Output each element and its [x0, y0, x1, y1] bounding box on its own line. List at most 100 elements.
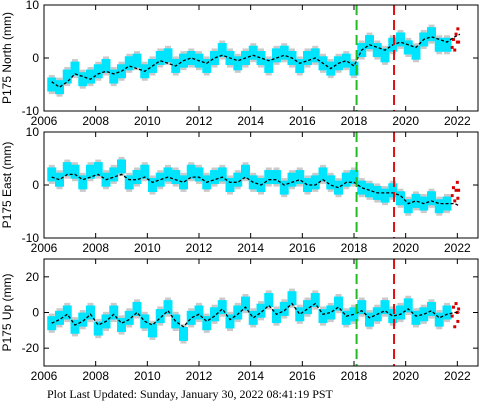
observed-point: [132, 170, 142, 185]
recent-point: [450, 45, 454, 49]
observed-point: [372, 43, 382, 58]
observed-point: [442, 305, 452, 320]
observed-point: [396, 305, 405, 320]
observed-point: [55, 172, 64, 187]
observed-point: [310, 175, 320, 190]
x-tick-label: 2008: [82, 241, 109, 255]
x-tick-label: 2010: [134, 369, 161, 383]
observed-point: [287, 291, 297, 306]
observed-point: [272, 48, 281, 63]
observed-point: [279, 45, 289, 60]
observed-point: [171, 314, 181, 329]
x-tick-label: 2012: [186, 369, 213, 383]
panel-up: 2006 2008 2010 2012 2014 2016 2018 2020 2022 -20 0…: [0, 258, 479, 383]
recent-point: [453, 325, 457, 329]
x-tick-label: 2020: [392, 241, 419, 255]
observed-point: [396, 32, 405, 47]
recent-point: [450, 314, 454, 318]
recent-point: [456, 319, 460, 323]
observed-point: [78, 312, 88, 327]
observed-point: [163, 167, 173, 182]
observed-point: [93, 321, 103, 336]
observed-point: [403, 199, 413, 214]
recent-point: [450, 194, 454, 198]
y-axis-label: P175 North (mm): [0, 12, 14, 104]
observed-point: [303, 300, 312, 315]
observed-point: [318, 167, 328, 182]
observed-point: [272, 170, 281, 185]
observed-point: [210, 51, 219, 65]
observed-point: [210, 170, 219, 185]
observed-point: [179, 326, 188, 341]
observed-point: [109, 167, 119, 182]
recent-point: [455, 180, 459, 184]
y-tick-label: -20: [22, 341, 40, 355]
observed-point: [86, 164, 95, 179]
x-tick-label: 2010: [134, 241, 161, 255]
x-tick-label: 2018: [341, 114, 368, 128]
model-trend-line: [51, 302, 460, 328]
observed-point: [357, 180, 367, 195]
observed-point: [194, 305, 204, 320]
observed-point: [233, 56, 243, 71]
observed-point: [163, 300, 173, 315]
y-axis-label: P175 Up (mm): [0, 273, 14, 351]
observed-point: [225, 314, 235, 329]
observed-point: [163, 48, 173, 63]
observed-point: [78, 72, 88, 87]
recent-point: [451, 186, 455, 190]
plot-last-updated-footer: Plot Last Updated: Sunday, January 30, 2…: [47, 387, 334, 401]
y-tick-label: 0: [32, 178, 39, 192]
observed-point: [256, 303, 266, 318]
x-tick-label: 2016: [289, 114, 316, 128]
panel-north: 2006 2008 2010 2012 2014 2016 2018 2020 2022 -10 0…: [0, 0, 479, 128]
y-tick-label: 20: [26, 270, 40, 284]
observed-point: [70, 61, 80, 76]
observed-point: [186, 310, 196, 325]
observed-point: [202, 58, 212, 73]
observed-point: [47, 167, 57, 182]
observed-point: [93, 162, 103, 177]
plot-area-north: [47, 24, 461, 97]
observed-point: [279, 180, 289, 195]
x-tick-label: 2014: [237, 369, 264, 383]
y-tick-label: 10: [26, 0, 40, 12]
observed-point: [225, 178, 235, 192]
observed-point: [148, 178, 157, 192]
observed-point: [264, 293, 274, 308]
x-tick-label: 2008: [82, 369, 109, 383]
observed-point: [334, 296, 343, 311]
observed-point: [62, 305, 72, 320]
observed-point: [217, 300, 227, 315]
recent-point: [457, 40, 461, 44]
observed-point: [93, 64, 103, 79]
x-tick-label: 2010: [134, 114, 161, 128]
observed-point: [295, 58, 305, 73]
observed-point: [442, 37, 452, 52]
observed-point: [148, 323, 157, 338]
observed-point: [341, 310, 351, 325]
x-tick-label: 2022: [444, 369, 471, 383]
observed-point: [287, 172, 297, 187]
observed-point: [194, 167, 204, 182]
recent-point: [451, 305, 455, 309]
observed-point: [403, 298, 413, 313]
observed-point: [365, 312, 374, 327]
x-tick-label: 2012: [186, 241, 213, 255]
observed-point: [295, 170, 305, 185]
recent-point: [454, 188, 458, 192]
x-tick-label: 2022: [444, 241, 471, 255]
observed-point: [388, 309, 398, 324]
observed-point: [47, 77, 57, 92]
x-tick-label: 2008: [82, 114, 109, 128]
observed-point: [241, 296, 250, 311]
recent-point: [451, 37, 455, 41]
panels-group: 2006 2008 2010 2012 2014 2016 2018 2020 2022-100…: [0, 0, 479, 383]
observed-point: [233, 172, 243, 187]
observed-point: [380, 48, 390, 63]
observed-point: [264, 170, 274, 185]
observed-point: [217, 43, 227, 58]
observed-point: [411, 45, 421, 60]
observed-point: [341, 172, 351, 187]
